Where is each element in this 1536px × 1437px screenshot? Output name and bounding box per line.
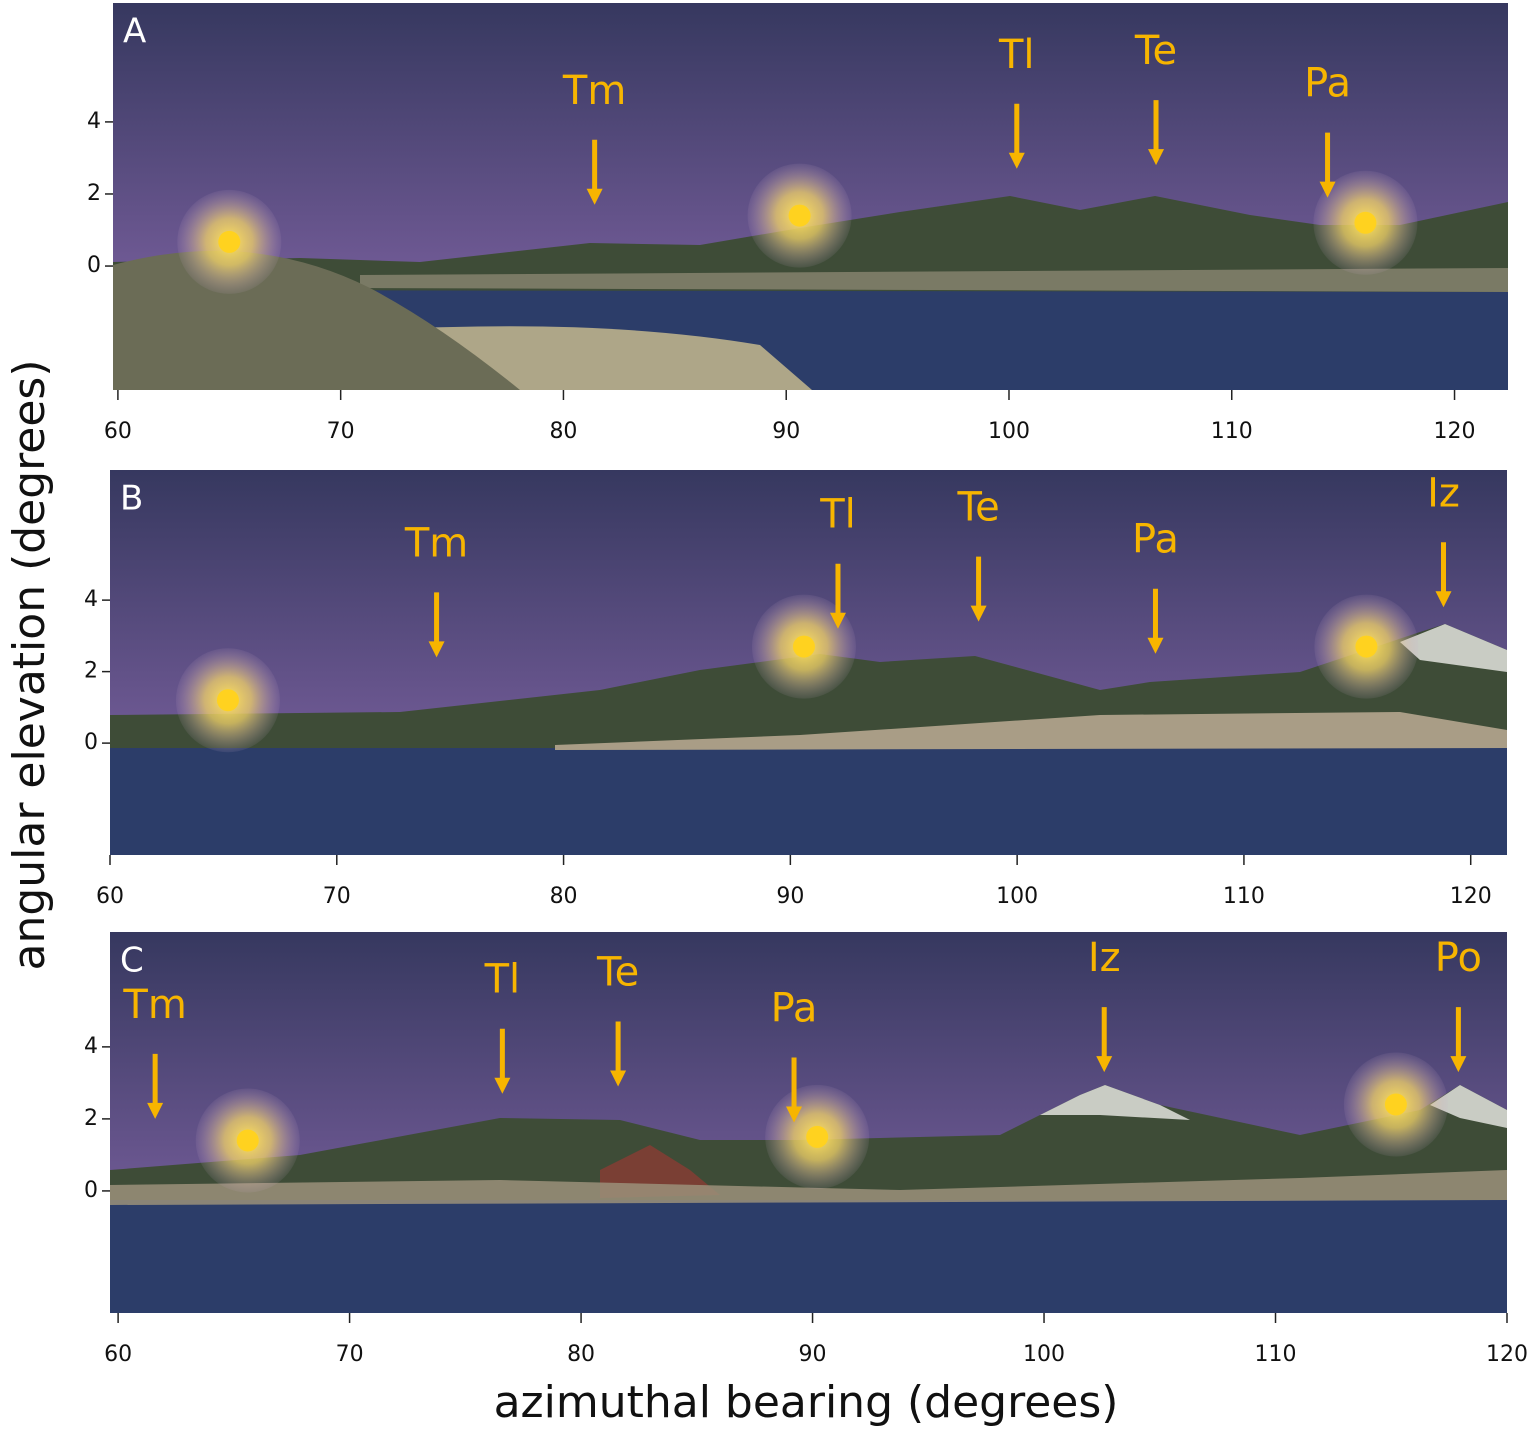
- peak-label: Pa: [1304, 61, 1351, 107]
- peak-arrow: [494, 1028, 511, 1094]
- peak-label: Tm: [562, 68, 626, 114]
- peak-arrow: [1147, 588, 1164, 654]
- peak-arrow: [1435, 542, 1452, 608]
- peak-arrow: [610, 1021, 627, 1087]
- peak-arrow: [586, 139, 603, 205]
- arrow-head: [1148, 149, 1165, 166]
- peak-label: Tl: [819, 492, 856, 538]
- arrow-head: [829, 612, 846, 629]
- peak-arrow: [1008, 103, 1025, 169]
- peak-label: Te: [1134, 28, 1177, 74]
- x-tick-label: 90: [776, 884, 804, 909]
- terrain: [1040, 1085, 1190, 1120]
- terrain: [1400, 624, 1507, 672]
- arrow-head: [428, 641, 445, 658]
- arrow-head: [1096, 1056, 1113, 1073]
- peak-arrow: [970, 556, 987, 622]
- y-tick-label: 2: [84, 659, 98, 684]
- peak-arrow: [1450, 1007, 1467, 1073]
- x-tick-label: 120: [1434, 419, 1476, 444]
- sun: [1355, 635, 1378, 658]
- terrain: [555, 712, 1507, 750]
- terrain: [360, 268, 1508, 292]
- peak-arrow: [786, 1057, 803, 1123]
- peak-label: Tl: [998, 32, 1035, 78]
- x-tick-label: 80: [567, 1342, 595, 1367]
- peak-label: Te: [956, 485, 999, 531]
- x-tick-label: 110: [1211, 419, 1253, 444]
- x-axis-title: azimuthal bearing (degrees): [494, 1377, 1119, 1428]
- sun: [218, 230, 241, 253]
- y-axis-title: angular elevation (degrees): [4, 359, 55, 970]
- x-tick-label: 110: [1255, 1342, 1297, 1367]
- arrow-head: [786, 1106, 803, 1123]
- panel-label: B: [120, 479, 143, 519]
- x-tick-label: 120: [1486, 1342, 1528, 1367]
- sun: [216, 689, 239, 712]
- peak-label: Te: [596, 949, 639, 995]
- peak-label: Pa: [1132, 517, 1179, 563]
- arrow-head: [1147, 637, 1164, 654]
- x-tick-label: 110: [1223, 884, 1265, 909]
- sun: [1354, 211, 1377, 234]
- x-tick-label: 120: [1450, 884, 1492, 909]
- x-tick-label: 100: [988, 419, 1030, 444]
- x-tick-label: 90: [772, 419, 800, 444]
- x-tick-label: 60: [96, 884, 124, 909]
- arrow-head: [147, 1102, 164, 1119]
- y-tick-label: 0: [84, 730, 98, 755]
- sun: [1384, 1093, 1407, 1116]
- peak-label: Po: [1435, 935, 1482, 981]
- peak-arrow: [1319, 132, 1336, 198]
- peak-label: Pa: [771, 986, 818, 1032]
- panel-label: A: [123, 12, 146, 52]
- arrow-head: [1435, 591, 1452, 608]
- peak-arrow: [428, 592, 445, 658]
- x-tick-label: 70: [323, 884, 351, 909]
- sun: [236, 1129, 259, 1152]
- x-tick-label: 90: [799, 1342, 827, 1367]
- arrow-head: [1319, 181, 1336, 198]
- y-tick-label: 2: [87, 181, 101, 206]
- arrow-head: [494, 1077, 511, 1094]
- peak-arrow: [1096, 1007, 1113, 1073]
- x-tick-label: 80: [549, 419, 577, 444]
- sun: [792, 635, 815, 658]
- x-tick-label: 70: [327, 419, 355, 444]
- x-tick-label: 100: [996, 884, 1038, 909]
- sun: [788, 204, 811, 227]
- peak-label: Iz: [1427, 470, 1460, 516]
- water: [110, 1200, 1507, 1313]
- arrow-head: [970, 605, 987, 622]
- peak-arrow: [1148, 100, 1165, 166]
- x-tick-label: 100: [1023, 1342, 1065, 1367]
- y-tick-label: 4: [84, 587, 98, 612]
- terrain: [110, 1170, 1507, 1205]
- x-tick-label: 80: [550, 884, 578, 909]
- peak-arrow: [829, 563, 846, 629]
- y-tick-label: 0: [87, 253, 101, 278]
- x-tick-label: 70: [336, 1342, 364, 1367]
- y-tick-label: 4: [84, 1034, 98, 1059]
- arrow-head: [1008, 152, 1025, 169]
- terrain: [1430, 1085, 1507, 1128]
- panel-label: C: [120, 941, 144, 981]
- x-tick-label: 60: [104, 419, 132, 444]
- x-tick-label: 60: [104, 1342, 132, 1367]
- arrow-head: [1450, 1056, 1467, 1073]
- peak-label: Tl: [484, 957, 521, 1003]
- arrow-head: [586, 188, 603, 205]
- arrow-head: [610, 1070, 627, 1087]
- peak-label: Tm: [122, 982, 186, 1028]
- water: [110, 748, 1507, 855]
- peak-label: Iz: [1088, 935, 1121, 981]
- y-tick-label: 2: [84, 1106, 98, 1131]
- peak-label: Tm: [404, 520, 468, 566]
- peak-arrow: [147, 1053, 164, 1119]
- y-tick-label: 0: [84, 1178, 98, 1203]
- y-tick-label: 4: [87, 109, 101, 134]
- sun: [806, 1125, 829, 1148]
